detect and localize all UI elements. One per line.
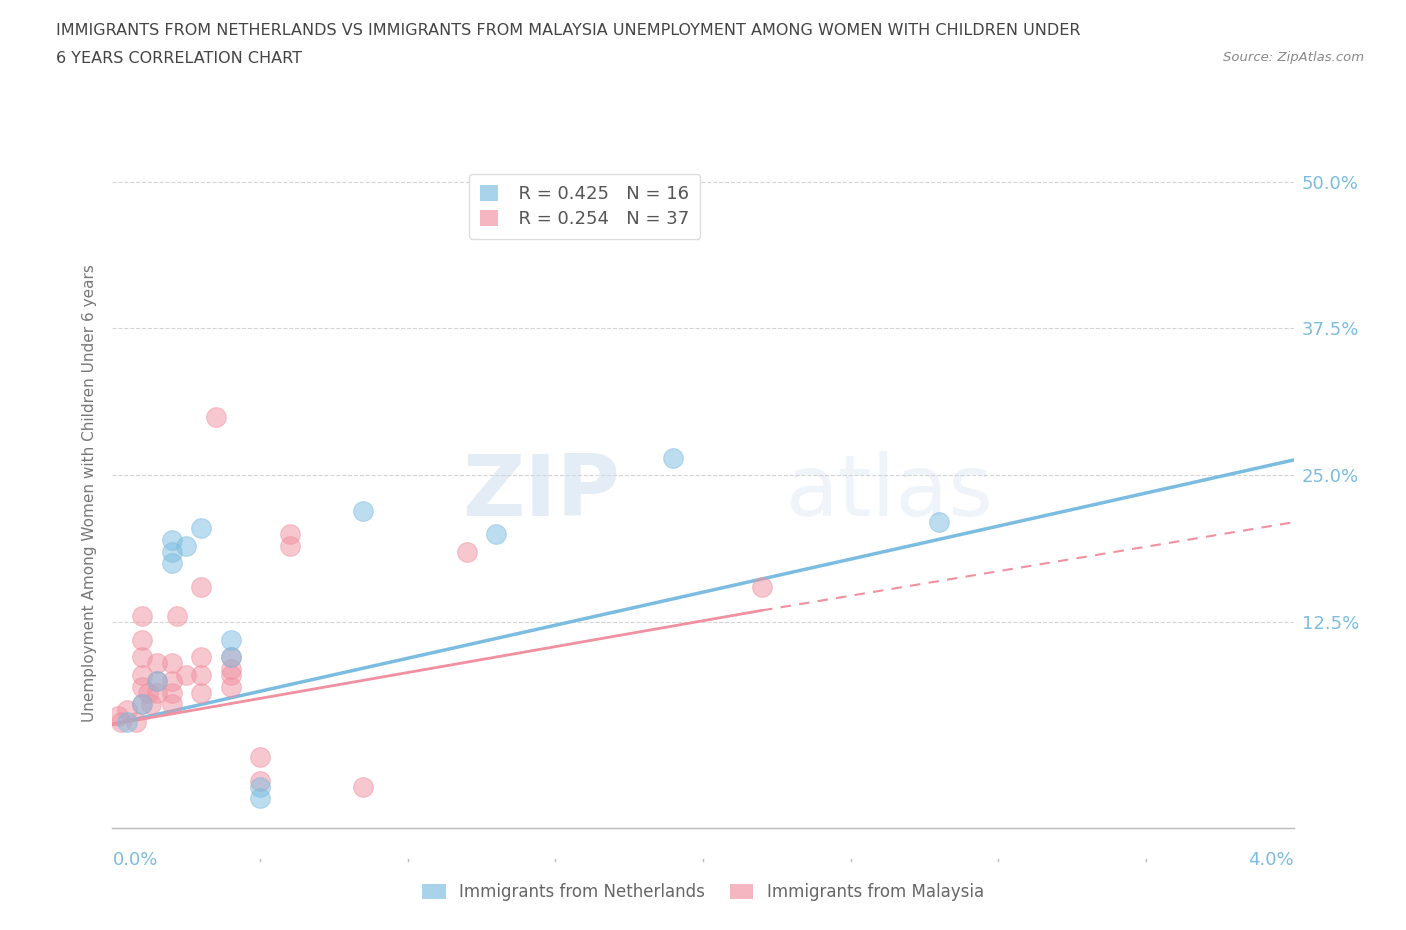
Point — [131, 650, 153, 665]
Point — [352, 503, 374, 518]
Point — [131, 609, 153, 624]
Point — [117, 714, 138, 729]
Point — [146, 673, 169, 688]
Point — [146, 685, 169, 700]
Text: IMMIGRANTS FROM NETHERLANDS VS IMMIGRANTS FROM MALAYSIA UNEMPLOYMENT AMONG WOMEN: IMMIGRANTS FROM NETHERLANDS VS IMMIGRANT… — [56, 23, 1081, 38]
Point — [485, 526, 508, 541]
Point — [219, 650, 242, 665]
Point — [146, 656, 169, 671]
Text: 4.0%: 4.0% — [1249, 851, 1294, 869]
Text: atlas: atlas — [786, 451, 994, 535]
Point — [249, 750, 271, 764]
Point — [166, 609, 188, 624]
Point — [219, 650, 242, 665]
Point — [278, 526, 301, 541]
Point — [160, 556, 183, 571]
Point — [131, 697, 153, 711]
Point — [160, 697, 183, 711]
Point — [190, 579, 212, 594]
Y-axis label: Unemployment Among Women with Children Under 6 years: Unemployment Among Women with Children U… — [82, 264, 97, 722]
Point — [160, 673, 183, 688]
Point — [190, 668, 212, 683]
Point — [174, 538, 197, 553]
Point — [751, 579, 773, 594]
Point — [160, 544, 183, 559]
Text: 6 YEARS CORRELATION CHART: 6 YEARS CORRELATION CHART — [56, 51, 302, 66]
Point — [117, 703, 138, 718]
Point — [190, 685, 212, 700]
Text: 0.0%: 0.0% — [112, 851, 157, 869]
Point — [219, 661, 242, 676]
Point — [131, 632, 153, 647]
Point — [174, 668, 197, 683]
Point — [249, 773, 271, 788]
Point — [131, 679, 153, 694]
Point — [278, 538, 301, 553]
Point — [662, 450, 685, 465]
Point — [219, 668, 242, 683]
Point — [205, 409, 228, 424]
Text: Source: ZipAtlas.com: Source: ZipAtlas.com — [1223, 51, 1364, 64]
Point — [131, 668, 153, 683]
Point — [249, 779, 271, 794]
Legend:   R = 0.425   N = 16,   R = 0.254   N = 37: R = 0.425 N = 16, R = 0.254 N = 37 — [470, 174, 700, 239]
Point — [219, 632, 242, 647]
Point — [107, 709, 129, 724]
Point — [249, 790, 271, 805]
Point — [136, 685, 159, 700]
Point — [928, 515, 950, 530]
Point — [160, 685, 183, 700]
Point — [146, 673, 169, 688]
Legend: Immigrants from Netherlands, Immigrants from Malaysia: Immigrants from Netherlands, Immigrants … — [416, 876, 990, 908]
Point — [131, 697, 153, 711]
Point — [125, 714, 148, 729]
Point — [456, 544, 478, 559]
Point — [219, 679, 242, 694]
Point — [160, 656, 183, 671]
Point — [160, 533, 183, 548]
Point — [352, 779, 374, 794]
Point — [110, 714, 132, 729]
Text: ZIP: ZIP — [463, 451, 620, 535]
Point — [139, 697, 162, 711]
Point — [190, 650, 212, 665]
Point — [190, 521, 212, 536]
